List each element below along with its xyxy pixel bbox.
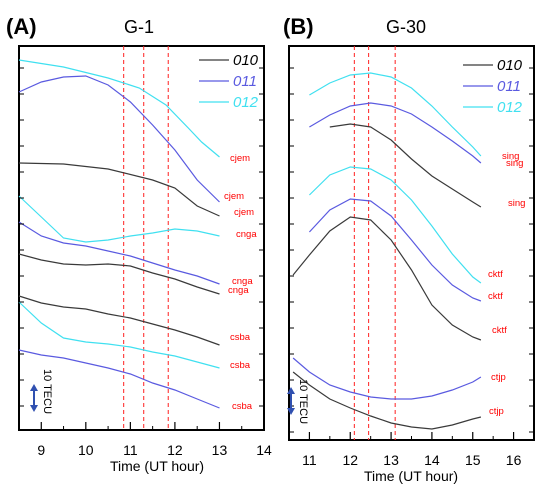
x-tick-label: 13 [383,452,399,468]
panel-a-ticks [19,67,265,430]
panel-b-legend: 010 011 012 [463,57,523,116]
legend-label-010: 010 [497,57,523,74]
series-csba-012 [18,301,220,369]
legend-label-011: 011 [233,73,257,90]
panel-a-title: G-1 [124,17,154,37]
panel-b-title: G-30 [386,17,426,37]
panel-a-event-lines [123,46,169,430]
station-label-cktf: cktf [488,291,503,302]
series-ckff-011 [308,198,482,302]
station-label-cnga: cnga [228,285,249,296]
series-cnga-010 [18,253,220,295]
x-tick-label: 16 [506,452,522,468]
x-tick-label: 12 [342,452,358,468]
series-sing-010 [329,123,482,208]
panel-b-xlabel: Time (UT hour) [364,468,458,484]
station-label-cjem: cjem [234,207,254,218]
series-cjem-011 [18,75,220,203]
scale-bar-label: 10 TECU [297,379,309,424]
panel-b-scale-bar: 10 TECU [287,379,309,424]
x-tick-label: 11 [302,452,317,468]
series-csba-011 [18,349,220,409]
series-csba-010 [18,295,220,346]
legend-label-010: 010 [233,52,259,69]
x-tick-label: 13 [212,442,228,458]
station-label-cjem: cjem [224,191,244,202]
series-cnga-011 [18,221,220,285]
station-label-cjem: cjem [230,153,250,164]
x-tick-label: 14 [256,442,272,458]
panel-b-ticks [289,67,534,440]
station-label-cktf: cktf [492,325,507,336]
series-sing-011 [309,102,482,164]
station-label-ctjp: ctjp [489,406,504,417]
x-tick-label: 12 [167,442,183,458]
x-tick-label: 9 [37,442,45,458]
scale-bar-label: 10 TECU [41,369,53,414]
series-ctjp-010 [292,371,482,430]
series-sing-012 [309,72,482,157]
series-ckff-010 [292,216,482,341]
panel-a-legend: 010 011 012 [199,52,259,111]
panel-a-xlabel: Time (UT hour) [110,458,204,474]
x-tick-label: 15 [465,452,481,468]
station-label-csba: csba [232,401,253,412]
legend-label-011: 011 [497,78,521,95]
panel-a: (A) G-1 9 10 11 12 13 14 Time (UT hour) 01001… [6,14,272,474]
panel-a-series [18,59,220,409]
station-label-sing: sing [508,198,525,209]
panel-b-event-lines [353,46,396,440]
legend-label-012: 012 [497,99,523,116]
legend-label-012: 012 [233,94,259,111]
station-label-cktf: cktf [488,269,503,280]
panel-b-x-tick-labels: 11 12 13 14 15 16 [302,452,521,468]
scale-bar-arrow-up-icon [30,384,38,391]
panel-a-scale-bar: 10 TECU [30,369,53,414]
panel-b-label: (B) [283,14,314,39]
scale-bar-arrow-up-icon [287,387,295,394]
series-cnga-012 [18,195,220,243]
panel-b-series [292,72,482,430]
station-label-sing: sing [502,151,519,162]
panel-a-frame [18,45,265,431]
x-tick-label: 14 [424,452,440,468]
series-cjem-010 [18,162,220,217]
panel-a-x-tick-labels: 9 10 11 12 13 14 [37,442,272,458]
station-label-csba: csba [230,360,251,371]
series-cjem-012 [18,59,220,158]
station-label-cnga: cnga [232,276,253,287]
x-tick-label: 11 [123,442,138,458]
panel-b: (B) G-30 11 12 13 14 15 16 Time (UT hour) 010… [283,14,535,484]
panel-a-label: (A) [6,14,37,39]
scale-bar-arrow-down-icon [287,408,295,415]
series-ctjp-011 [292,357,482,400]
station-label-ctjp: ctjp [491,372,506,383]
x-tick-label: 10 [78,442,94,458]
station-label-cnga: cnga [236,229,257,240]
scale-bar-arrow-down-icon [30,405,38,412]
series-ckff-012 [308,166,482,284]
station-label-csba: csba [230,332,251,343]
station-label-sing: sing [506,158,523,169]
